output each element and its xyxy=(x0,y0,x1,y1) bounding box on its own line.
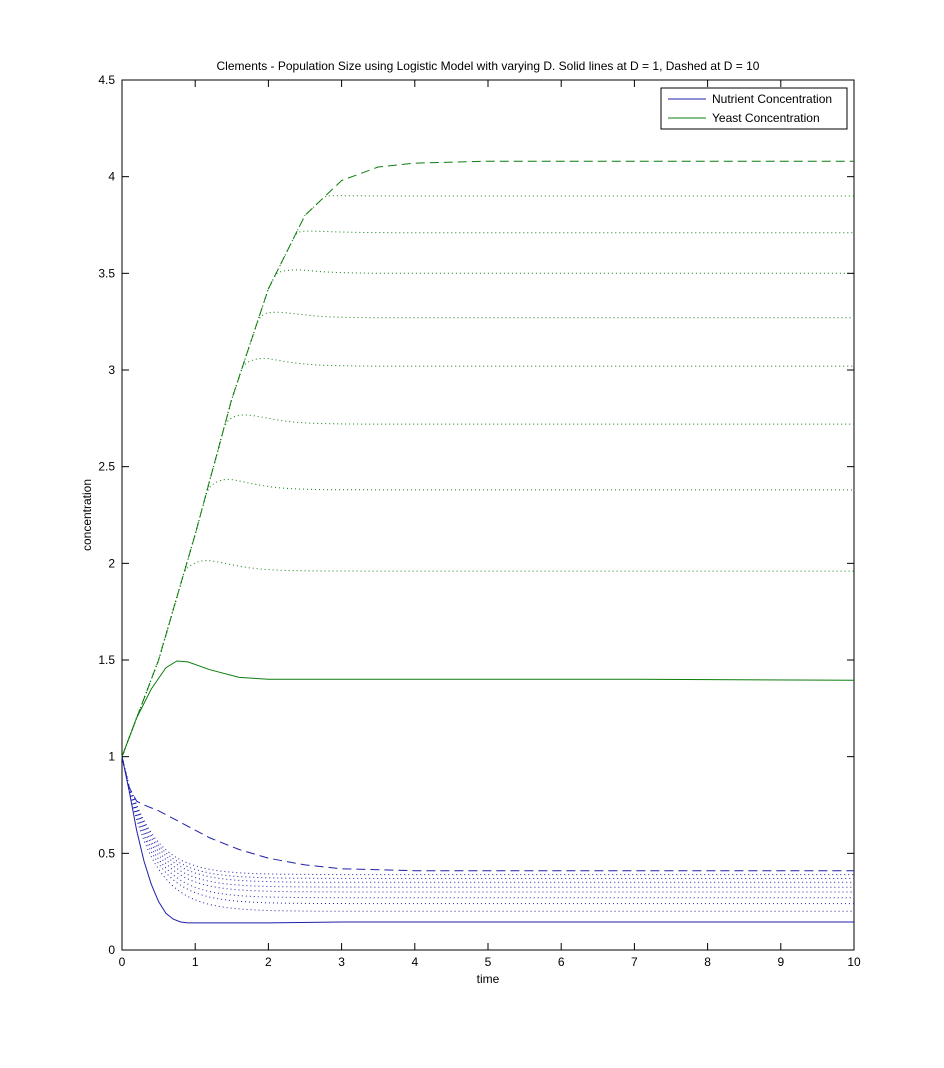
yeast-dotted-series-D3 xyxy=(121,478,854,757)
x-tick-label: 8 xyxy=(704,955,711,969)
y-tick-label: 1 xyxy=(108,750,115,764)
plot-area xyxy=(121,79,855,951)
yeast-dotted-series-D8 xyxy=(121,230,854,757)
x-tick-label: 0 xyxy=(119,955,126,969)
y-tick-label: 0 xyxy=(108,943,115,957)
nutrient-dashed-series-D10 xyxy=(121,756,854,872)
x-tick-label: 2 xyxy=(265,955,272,969)
y-tick-label: 4 xyxy=(108,170,115,184)
y-tick-label: 3.5 xyxy=(98,266,115,280)
yeast-solid-series-D1 xyxy=(121,660,855,757)
x-tick-label: 1 xyxy=(192,955,199,969)
y-tick-label: 2 xyxy=(108,556,115,570)
y-axis-label: concentration xyxy=(80,479,94,551)
x-tick-label: 7 xyxy=(631,955,638,969)
legend: Nutrient Concentration Yeast Concentrati… xyxy=(660,87,848,130)
legend-label-yeast: Yeast Concentration xyxy=(712,111,820,125)
x-axis-label: time xyxy=(477,972,500,986)
y-tick-label: 1.5 xyxy=(98,653,115,667)
x-axis: 0 1 2 3 4 5 6 7 8 9 10 xyxy=(119,80,861,969)
legend-box xyxy=(660,87,848,130)
legend-label-nutrient: Nutrient Concentration xyxy=(712,92,832,106)
y-tick-label: 2.5 xyxy=(98,460,115,474)
x-tick-label: 9 xyxy=(777,955,784,969)
y-tick-label: 4.5 xyxy=(98,73,115,87)
x-tick-label: 4 xyxy=(411,955,418,969)
chart-title: Clements - Population Size using Logisti… xyxy=(217,59,760,73)
yeast-dotted-series-D7 xyxy=(121,269,854,757)
y-axis: 0 0.5 1 1.5 2 2.5 3 3.5 4 4.5 xyxy=(98,73,854,957)
yeast-dashed-series-D10 xyxy=(121,160,854,757)
x-tick-label: 10 xyxy=(847,955,861,969)
x-tick-label: 5 xyxy=(485,955,492,969)
nutrient-solid-series-D1 xyxy=(121,756,854,924)
yeast-dotted-series-D5 xyxy=(121,357,854,757)
y-tick-label: 3 xyxy=(108,363,115,377)
x-tick-label: 3 xyxy=(338,955,345,969)
y-tick-label: 0.5 xyxy=(98,846,115,860)
series-layer xyxy=(121,160,855,924)
x-tick-label: 6 xyxy=(558,955,565,969)
